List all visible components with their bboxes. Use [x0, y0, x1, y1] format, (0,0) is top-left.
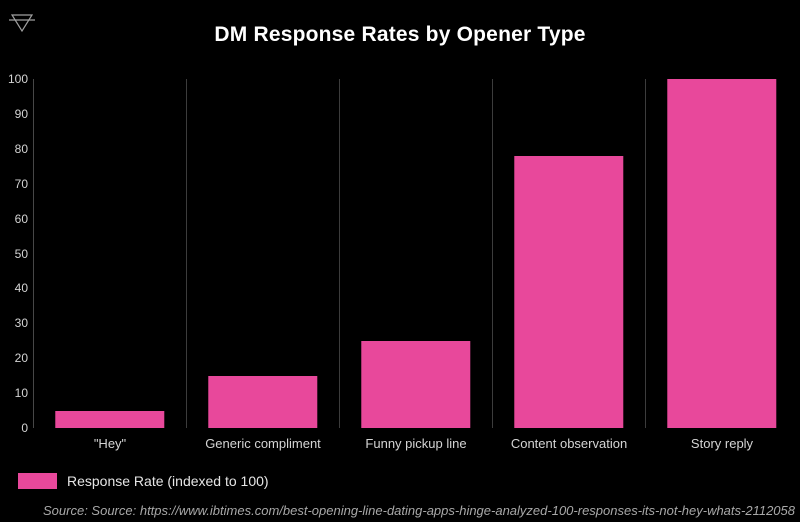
bar — [361, 340, 471, 428]
y-tick-label: 20 — [14, 351, 28, 366]
category-slot: Story reply — [645, 79, 798, 451]
y-tick-label: 100 — [7, 72, 28, 86]
category-label: Story reply — [690, 436, 754, 451]
category-slot: "Hey" — [34, 79, 186, 451]
bar — [667, 79, 777, 428]
category-label: "Hey" — [93, 436, 127, 451]
y-tick-label: 80 — [14, 141, 28, 156]
y-tick-label: 40 — [14, 281, 28, 296]
bar — [514, 155, 624, 428]
legend: Response Rate (indexed to 100) — [18, 473, 269, 489]
category-label: Generic compliment — [205, 436, 321, 451]
bar — [55, 410, 165, 428]
y-tick-label: 0 — [21, 421, 28, 435]
category-label: Funny pickup line — [365, 436, 467, 451]
y-tick-label: 60 — [14, 211, 28, 226]
source-citation: Source: Source: https://www.ibtimes.com/… — [43, 503, 795, 518]
y-tick-label: 90 — [14, 106, 28, 121]
category-slot: Funny pickup line — [339, 79, 492, 451]
category-slot: Content observation — [492, 79, 645, 451]
category-slot: Generic compliment — [186, 79, 339, 451]
y-tick-label: 70 — [14, 176, 28, 191]
y-tick-label: 30 — [14, 316, 28, 331]
legend-label: Response Rate (indexed to 100) — [67, 473, 269, 489]
bar — [208, 375, 318, 428]
legend-swatch — [18, 473, 57, 489]
y-tick-label: 10 — [14, 386, 28, 401]
y-tick-label: 50 — [14, 246, 28, 261]
plot-area: "Hey" Generic compliment Funny pickup line… — [33, 79, 798, 451]
category-label: Content observation — [510, 436, 628, 451]
funnel-triangle-icon — [9, 14, 35, 33]
chart-title: DM Response Rates by Opener Type — [214, 23, 586, 46]
y-axis-labels: 0 10 20 30 40 50 60 70 80 90 100 — [0, 0, 28, 522]
